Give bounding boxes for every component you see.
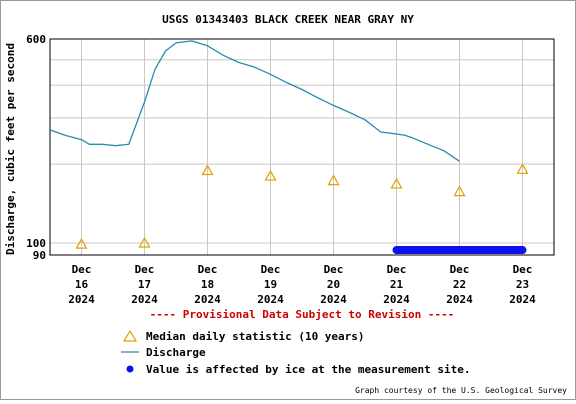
median-marker (201, 164, 214, 176)
legend: Median daily statistic (10 years) Dischar… (121, 329, 471, 376)
provisional-notice: ---- Provisional Data Subject to Revisio… (150, 308, 455, 321)
median-marker (516, 163, 529, 174)
x-tick-label: Dec (324, 263, 344, 276)
y-axis-label: Discharge, cubic feet per second (4, 43, 17, 255)
median-marker (75, 237, 88, 249)
x-tick-label: Dec (198, 263, 218, 276)
x-tick-label: Dec (72, 263, 92, 276)
median-marker (453, 185, 466, 197)
median-marker (264, 169, 277, 181)
x-tick-label: 2024 (383, 293, 410, 306)
y-tick-label: 100 (26, 237, 46, 250)
legend-label: Value is affected by ice at the measurem… (146, 363, 471, 376)
x-tick-label: Dec (513, 263, 533, 276)
median-marker (327, 174, 340, 186)
x-tick-label: 2024 (257, 293, 284, 306)
x-axis-ticks: Dec 16 2024 Dec 17 2024 Dec 18 2024 Dec 19 2024 Dec 2… (68, 263, 536, 306)
legend-ice-marker (126, 365, 134, 373)
median-marker (390, 177, 403, 189)
chart-title: USGS 01343403 BLACK CREEK NEAR GRAY NY (162, 13, 414, 26)
y-tick-label: 600 (26, 33, 46, 46)
x-tick-label: 23 (516, 278, 529, 291)
x-tick-label: Dec (135, 263, 155, 276)
x-tick-label: 2024 (68, 293, 95, 306)
x-tick-label: Dec (261, 263, 281, 276)
credit-text: Graph courtesy of the U.S. Geological Su… (355, 386, 567, 395)
x-tick-label: 2024 (509, 293, 536, 306)
x-tick-label: Dec (387, 263, 407, 276)
x-tick-label: 19 (264, 278, 277, 291)
x-tick-label: 2024 (194, 293, 221, 306)
x-tick-label: 20 (327, 278, 340, 291)
discharge-line (49, 40, 460, 162)
x-tick-label: 2024 (446, 293, 473, 306)
x-tick-label: 22 (453, 278, 466, 291)
legend-label: Discharge (146, 346, 206, 359)
legend-median-marker (122, 329, 138, 342)
series-layer (49, 40, 529, 255)
x-tick-label: 2024 (131, 293, 158, 306)
x-tick-label: 16 (75, 278, 89, 291)
x-tick-label: 21 (390, 278, 404, 291)
plot-area-frame (49, 38, 555, 256)
x-tick-label: 17 (138, 278, 151, 291)
y-tick-label: 90 (33, 249, 46, 262)
x-tick-label: 18 (201, 278, 214, 291)
x-tick-label: Dec (450, 263, 470, 276)
x-tick-label: 2024 (320, 293, 347, 306)
legend-label: Median daily statistic (10 years) (146, 330, 365, 343)
median-marker (138, 236, 151, 248)
